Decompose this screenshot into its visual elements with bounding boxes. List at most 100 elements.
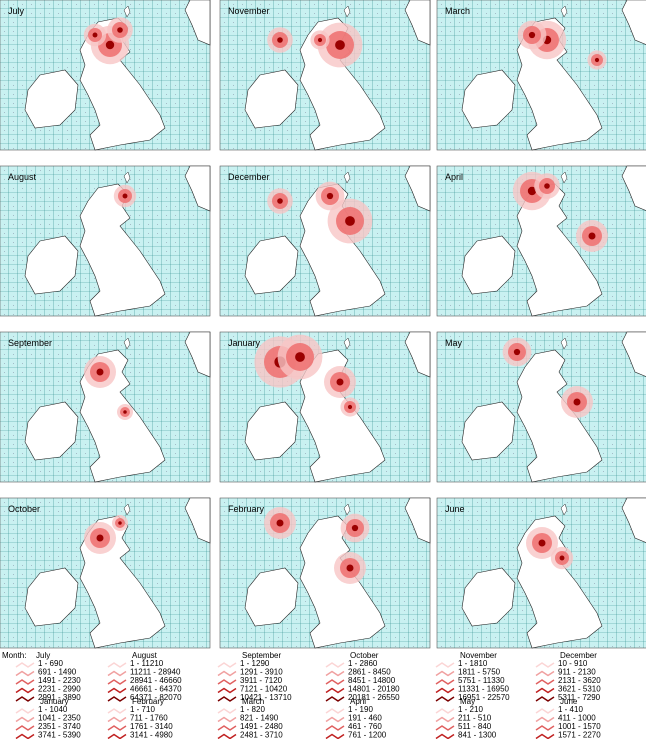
legend-swatch	[217, 716, 237, 723]
legend-range: 211 - 510	[458, 714, 492, 723]
panel-label: January	[228, 338, 261, 348]
legend-range: 16951 - 22570	[458, 693, 510, 702]
panel-label: December	[228, 172, 270, 182]
legend-range: 28941 - 46660	[130, 676, 182, 685]
map-panel: March	[436, 0, 646, 151]
legend-range: 841 - 1300	[458, 731, 497, 739]
legend-range: 3911 - 7120	[240, 676, 283, 685]
legend-swatch	[535, 670, 555, 677]
legend-range: 46661 - 64370	[130, 685, 182, 694]
basemap	[219, 497, 431, 649]
panel-label: November	[228, 6, 270, 16]
density-peak	[351, 524, 359, 532]
panel-label: March	[445, 6, 470, 16]
legend-range: 1 - 690	[38, 659, 63, 668]
basemap	[219, 0, 431, 151]
legend-title: September	[242, 651, 281, 660]
map-panel: July	[0, 0, 211, 151]
basemap	[0, 497, 211, 649]
legend-range: 3141 - 4980	[130, 731, 173, 739]
legend-swatch	[435, 725, 455, 731]
density-peak	[117, 27, 123, 33]
legend-range: 1 - 410	[558, 705, 583, 714]
legend-swatch	[535, 716, 555, 723]
map-panel: April	[436, 165, 646, 317]
map-panel: August	[0, 165, 211, 317]
density-peak	[346, 564, 354, 572]
density-peak	[317, 37, 323, 43]
legend-swatch	[217, 733, 237, 739]
legend-swatch	[435, 733, 455, 739]
legend-swatch	[107, 679, 127, 685]
legend-swatch	[325, 696, 345, 702]
density-peak	[347, 404, 353, 410]
basemap	[0, 331, 211, 483]
legend-title: March	[242, 697, 264, 706]
legend-swatch	[325, 687, 345, 694]
legend-swatch	[435, 687, 455, 694]
legend-range: 2861 - 8450	[348, 668, 391, 677]
legend-swatch	[15, 716, 35, 723]
density-peak	[105, 40, 115, 50]
map-panel: September	[0, 331, 211, 483]
legend-range: 761 - 1200	[348, 731, 387, 739]
legend-range: 191 - 460	[348, 714, 382, 723]
density-peak	[513, 348, 521, 356]
panel-label: September	[8, 338, 52, 348]
legend-swatch	[107, 708, 127, 714]
legend-title: May	[460, 697, 475, 706]
legend-range: 911 - 2130	[558, 668, 596, 677]
legend-range: 461 - 760	[348, 722, 382, 731]
legend-swatch	[15, 670, 35, 677]
legend-range: 1 - 190	[348, 705, 373, 714]
legend-swatch	[15, 733, 35, 739]
legend-swatch	[535, 687, 555, 694]
legend-range: 1 - 1290	[240, 659, 270, 668]
legend-range: 1 - 710	[130, 705, 155, 714]
map-panel: November	[219, 0, 431, 151]
density-peak	[573, 398, 581, 406]
legend-range: 10421 - 13710	[240, 693, 292, 702]
panel-label: June	[445, 504, 465, 514]
legend-range: 1041 - 2350	[38, 714, 81, 723]
legend-swatch	[535, 696, 555, 702]
panel-label: October	[8, 504, 40, 514]
legend-title: January	[40, 697, 68, 706]
legend-swatch	[435, 679, 455, 685]
legend-swatch	[107, 725, 127, 731]
density-peak	[559, 555, 565, 561]
legend-swatch	[325, 716, 345, 723]
legend-title: April	[350, 697, 366, 706]
density-peak	[335, 40, 345, 50]
legend-range: 1 - 1040	[38, 705, 68, 714]
legend-swatch	[15, 687, 35, 694]
legend-swatch	[217, 679, 237, 685]
legend-range: 3741 - 5390	[38, 731, 81, 739]
legend-swatch	[15, 708, 35, 714]
density-peak	[122, 193, 128, 199]
legend-range: 14801 - 20180	[348, 685, 400, 694]
legend-range: 5311 - 7290	[558, 693, 601, 702]
legend-range: 2481 - 3710	[240, 731, 283, 739]
legend-swatch	[535, 679, 555, 685]
legend-range: 20181 - 26550	[348, 693, 400, 702]
legend-swatch	[15, 696, 35, 702]
legend-range: 3621 - 5310	[558, 685, 601, 694]
density-peak	[544, 183, 550, 189]
legend-swatch	[535, 708, 555, 714]
legend-swatch	[435, 708, 455, 714]
legend-range: 1001 - 1570	[558, 722, 601, 731]
legend-swatch	[535, 733, 555, 739]
legend-title: July	[36, 651, 50, 660]
legend-range: 2131 - 3620	[558, 676, 601, 685]
legend-prefix: Month:	[2, 651, 26, 660]
basemap	[0, 0, 211, 151]
legend-range: 1 - 2860	[348, 659, 378, 668]
density-peak	[92, 32, 98, 38]
legend-title: November	[460, 651, 497, 660]
density-peak	[528, 31, 536, 39]
legend-swatch	[217, 670, 237, 677]
legend-range: 2351 - 3740	[38, 722, 81, 731]
legend-range: 10 - 910	[558, 659, 588, 668]
